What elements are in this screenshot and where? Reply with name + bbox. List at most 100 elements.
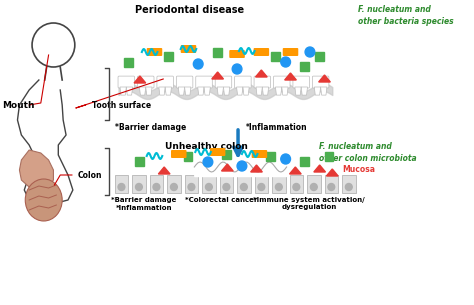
Polygon shape [217,87,223,95]
Polygon shape [223,87,230,95]
Polygon shape [212,72,223,79]
Polygon shape [314,165,326,172]
Bar [219,175,233,193]
Bar [272,175,286,193]
FancyBboxPatch shape [229,50,245,58]
Circle shape [232,64,242,74]
Text: F. nucleatum and
other bacteria species: F. nucleatum and other bacteria species [357,5,453,26]
Ellipse shape [25,179,62,221]
Polygon shape [178,87,184,95]
Text: *Inflammation: *Inflammation [116,205,172,211]
Text: *Colorectal cancer: *Colorectal cancer [185,197,258,203]
Polygon shape [134,76,146,83]
Polygon shape [184,87,191,95]
Polygon shape [204,87,210,95]
FancyBboxPatch shape [137,76,154,88]
Polygon shape [256,87,262,95]
Bar [132,175,146,193]
Circle shape [310,184,317,191]
Bar [325,152,333,161]
Text: Unhealthy colon: Unhealthy colon [165,142,248,151]
Bar [213,48,221,57]
Polygon shape [327,169,338,176]
FancyBboxPatch shape [176,76,193,88]
Circle shape [240,184,247,191]
Polygon shape [295,87,301,95]
Polygon shape [139,87,146,95]
FancyBboxPatch shape [171,150,187,158]
Bar [164,52,173,61]
FancyBboxPatch shape [147,48,162,56]
Circle shape [258,184,265,191]
Text: *Immune system activation/
dysregulation: *Immune system activation/ dysregulation [253,197,365,210]
FancyBboxPatch shape [196,76,212,88]
Circle shape [305,47,315,57]
Bar [342,175,356,193]
Circle shape [275,184,282,191]
Bar [315,52,324,61]
Circle shape [193,59,203,69]
Circle shape [136,184,142,191]
Circle shape [281,57,291,67]
Bar [135,157,144,166]
FancyBboxPatch shape [210,148,226,156]
Circle shape [237,161,247,171]
FancyBboxPatch shape [235,76,251,88]
Circle shape [346,184,352,191]
Polygon shape [120,87,126,95]
Circle shape [188,184,195,191]
Polygon shape [314,87,320,95]
Circle shape [328,184,335,191]
Text: Colon: Colon [78,170,102,180]
Polygon shape [301,87,308,95]
Circle shape [203,157,213,167]
Bar [325,175,338,193]
FancyBboxPatch shape [254,48,269,56]
Bar [255,175,268,193]
Circle shape [171,184,177,191]
Polygon shape [319,75,330,82]
Bar [300,157,309,166]
Text: *Barrier damage: *Barrier damage [111,197,176,203]
Circle shape [223,184,230,191]
FancyBboxPatch shape [312,76,329,88]
Bar [290,175,303,193]
Polygon shape [290,167,301,174]
Polygon shape [126,87,133,95]
Bar [266,152,275,161]
Polygon shape [243,87,249,95]
Circle shape [281,154,291,164]
FancyBboxPatch shape [283,48,298,56]
Polygon shape [146,87,152,95]
Polygon shape [275,87,282,95]
Text: Mucosa: Mucosa [342,166,375,174]
Polygon shape [198,87,204,95]
FancyBboxPatch shape [157,76,173,88]
Bar [237,175,251,193]
FancyBboxPatch shape [273,76,290,88]
Circle shape [153,184,160,191]
Circle shape [293,184,300,191]
Bar [202,175,216,193]
Polygon shape [282,87,288,95]
Polygon shape [285,73,296,80]
Bar [183,152,192,161]
FancyBboxPatch shape [215,76,232,88]
Bar [307,175,320,193]
Text: *Barrier damage: *Barrier damage [115,123,186,132]
Text: *Inflammation: *Inflammation [246,123,308,132]
Bar [300,62,309,71]
FancyBboxPatch shape [252,150,267,158]
Bar [124,58,133,67]
Bar [222,150,231,159]
Polygon shape [165,87,172,95]
Text: Mouth: Mouth [2,101,35,109]
Polygon shape [159,87,165,95]
Polygon shape [19,150,54,190]
FancyBboxPatch shape [254,76,271,88]
Polygon shape [255,70,267,77]
Text: Periodontal disease: Periodontal disease [135,5,244,15]
Polygon shape [251,165,262,172]
Bar [115,175,128,193]
FancyBboxPatch shape [293,76,310,88]
